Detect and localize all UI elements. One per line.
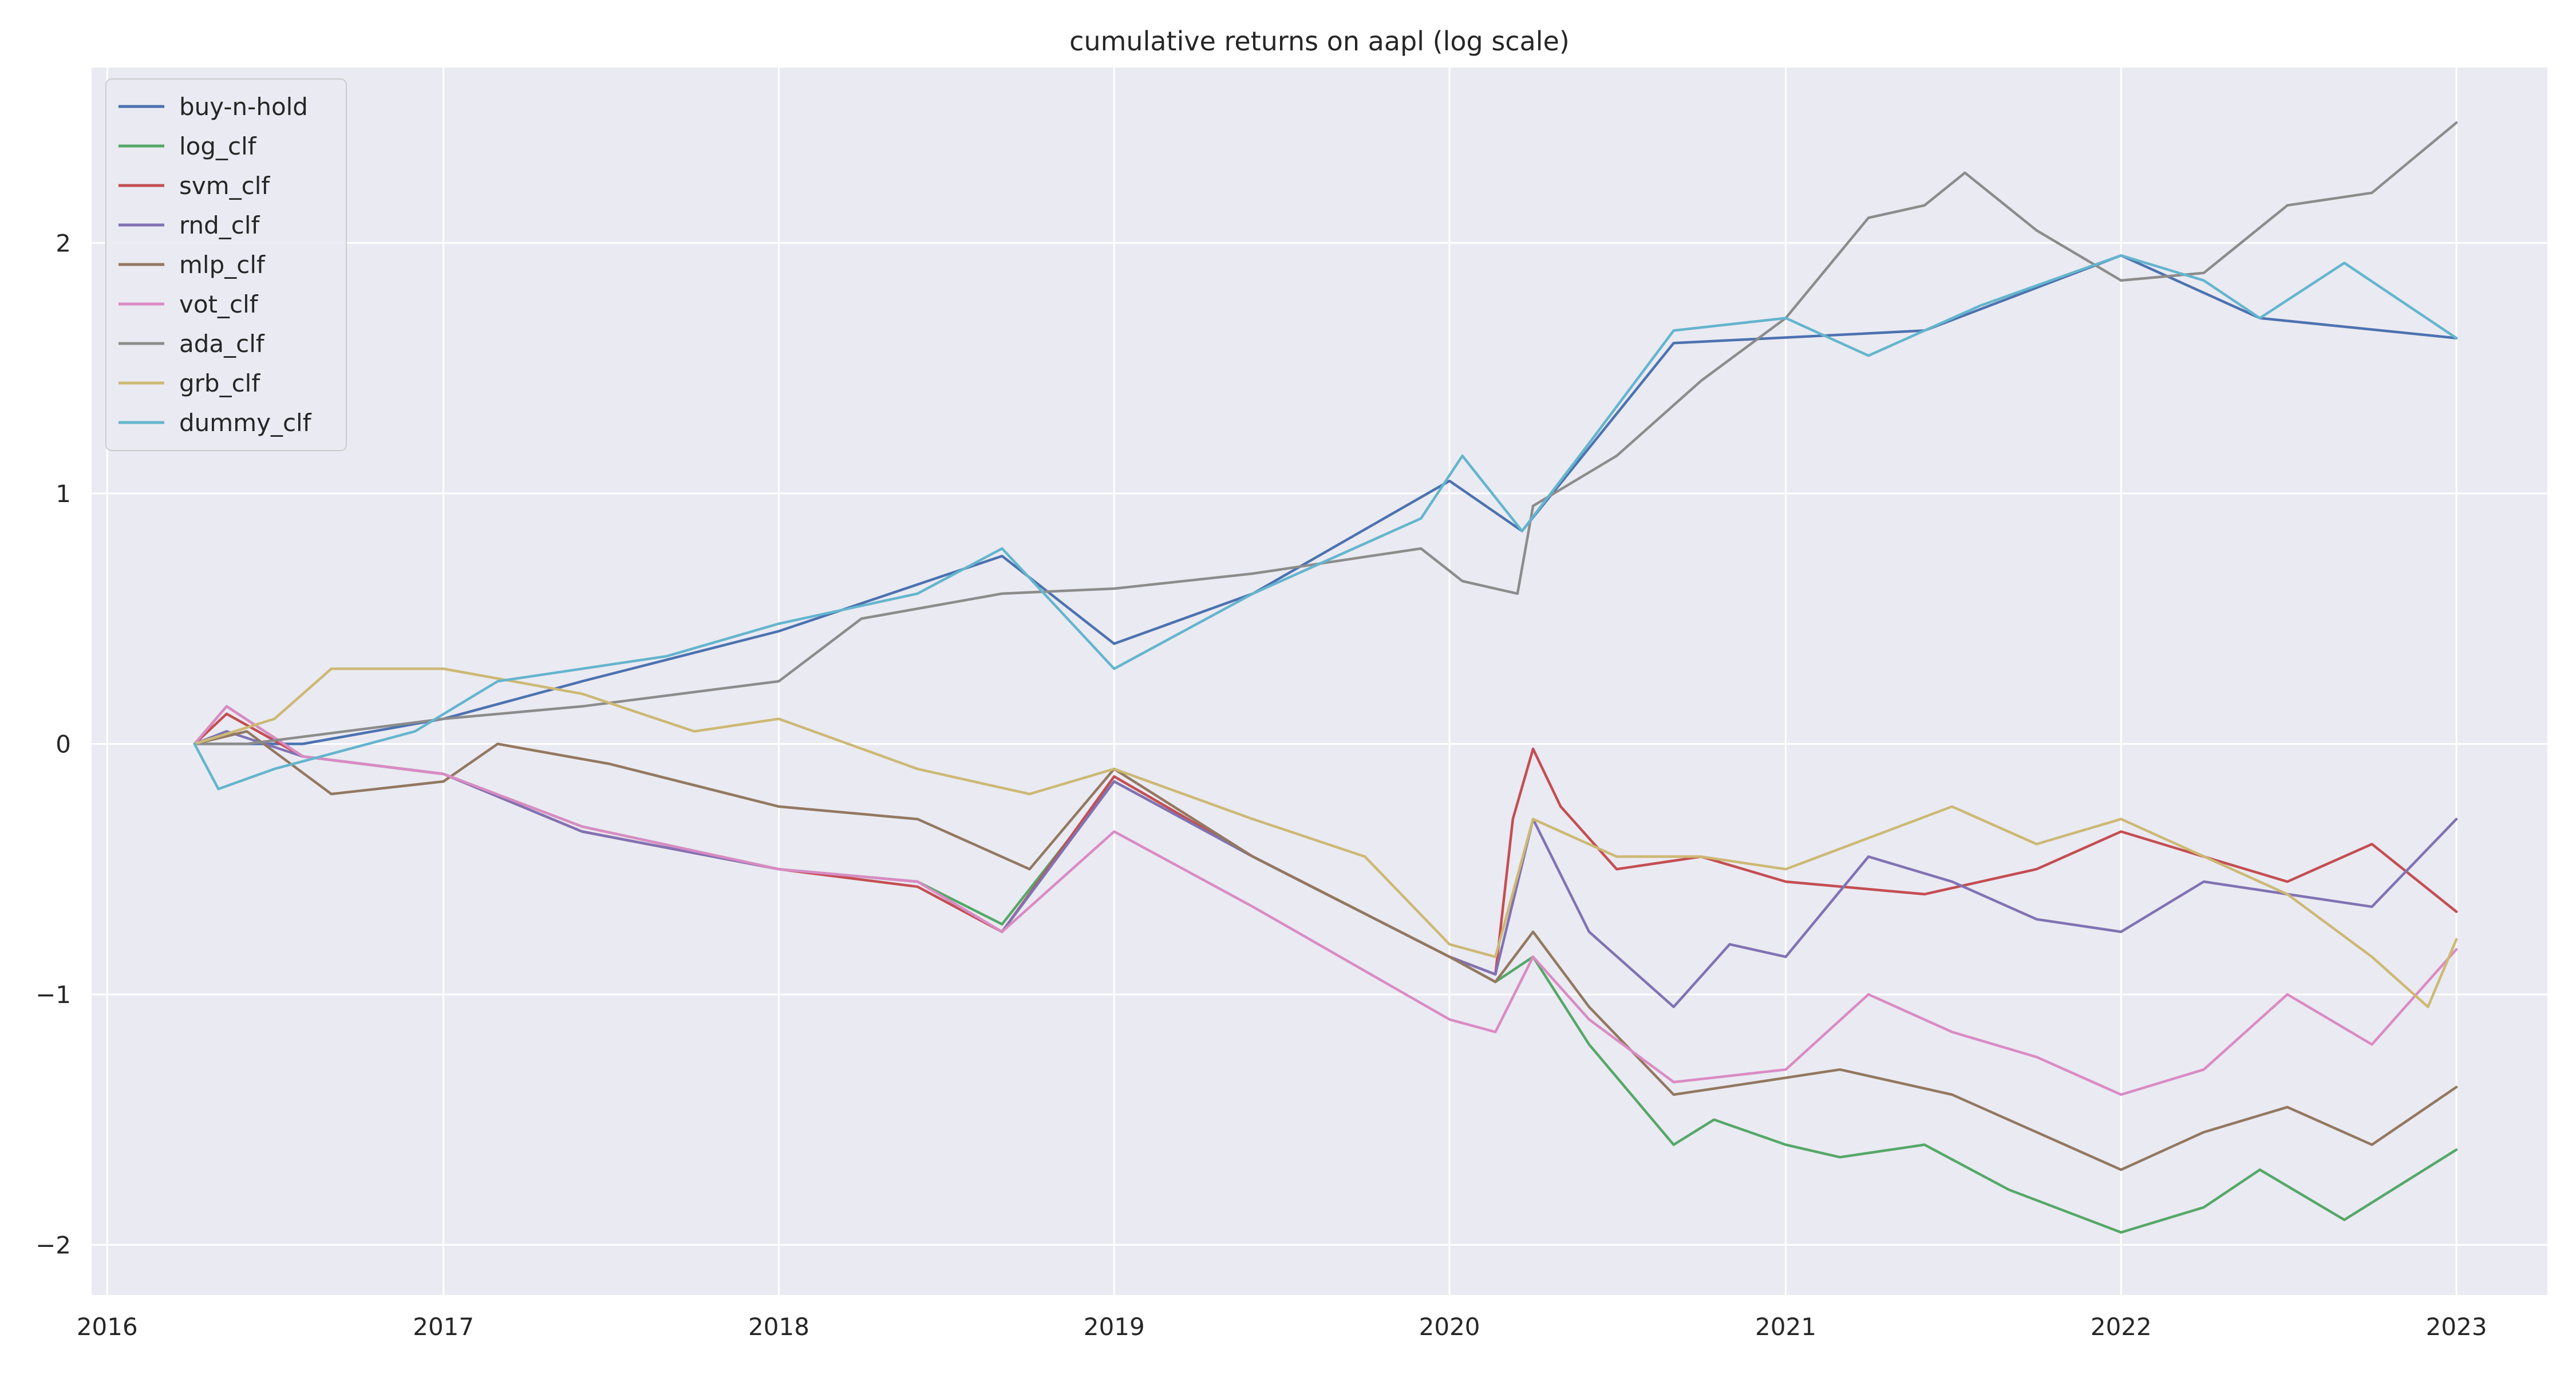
series-lines	[193, 121, 2458, 1234]
y-tick-label: 2	[56, 229, 71, 257]
legend-label: dummy_clf	[179, 409, 312, 437]
series-line-grb-clf	[193, 667, 2458, 1009]
x-tick-label: 2019	[1084, 1313, 1145, 1341]
chart-title: cumulative returns on aapl (log scale)	[1069, 26, 1570, 57]
y-tick-label: −2	[35, 1231, 71, 1259]
legend-label: ada_clf	[179, 330, 265, 358]
legend-label: svm_clf	[179, 172, 270, 200]
x-tick-label: 2022	[2091, 1313, 2152, 1341]
legend-label: vot_clf	[179, 290, 259, 318]
plot-area-background	[92, 68, 2547, 1295]
legend-label: rnd_clf	[179, 211, 260, 239]
x-tick-label: 2021	[1755, 1313, 1816, 1341]
y-tick-labels: −2 −1 0 1 2	[35, 229, 71, 1259]
series-line-vot-clf	[193, 705, 2458, 1096]
legend: buy-n-hold log_clf svm_clf rnd_clf mlp_clfvo…	[105, 78, 347, 451]
x-tick-label: 2018	[748, 1313, 809, 1341]
series-line-dummy-clf	[193, 254, 2458, 791]
series-line-ada-clf	[193, 121, 2458, 745]
legend-label: buy-n-hold	[179, 93, 308, 121]
x-tick-label: 2017	[413, 1313, 474, 1341]
y-tick-label: 0	[56, 730, 71, 758]
legend-box	[105, 78, 347, 451]
x-tick-label: 2020	[1419, 1313, 1480, 1341]
x-tick-label: 2016	[77, 1313, 138, 1341]
legend-label: mlp_clf	[179, 251, 266, 279]
legend-label: grb_clf	[179, 369, 260, 397]
x-tick-labels: 2016 2017 2018 2019 2020 2021 2022 2023	[77, 1313, 2487, 1341]
legend-label: log_clf	[179, 132, 257, 160]
y-tick-label: 1	[56, 480, 71, 508]
series-line-mlp-clf	[193, 730, 2458, 1171]
x-tick-label: 2023	[2426, 1313, 2487, 1341]
y-tick-label: −1	[35, 981, 71, 1009]
